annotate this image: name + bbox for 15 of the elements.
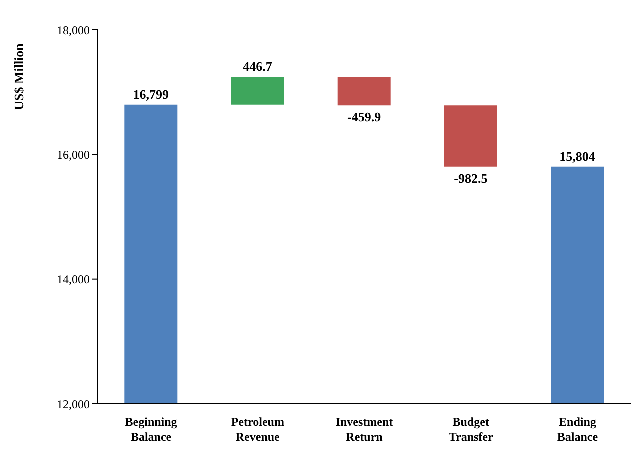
x-tick-label: Ending Balance	[557, 415, 599, 444]
data-label: -459.9	[348, 110, 382, 125]
data-label: -982.5	[454, 170, 488, 186]
x-tick-label: Investment Return	[336, 415, 394, 444]
data-label: 15,804	[560, 148, 596, 164]
y-axis-title: US$ Million	[12, 42, 27, 110]
y-tick-label: 14,000	[57, 272, 90, 287]
y-tick-label: 16,000	[57, 148, 90, 162]
data-label: 446.7	[243, 59, 273, 74]
y-tick-label: 18,000	[57, 23, 90, 38]
y-tick-label: 12,000	[57, 397, 90, 412]
x-tick-label: Beginning Balance	[125, 415, 178, 444]
x-tick-label: Petroleum Revenue	[231, 415, 284, 444]
x-tick-label: Budget Transfer	[448, 415, 494, 444]
data-label: 16,799	[133, 86, 170, 102]
